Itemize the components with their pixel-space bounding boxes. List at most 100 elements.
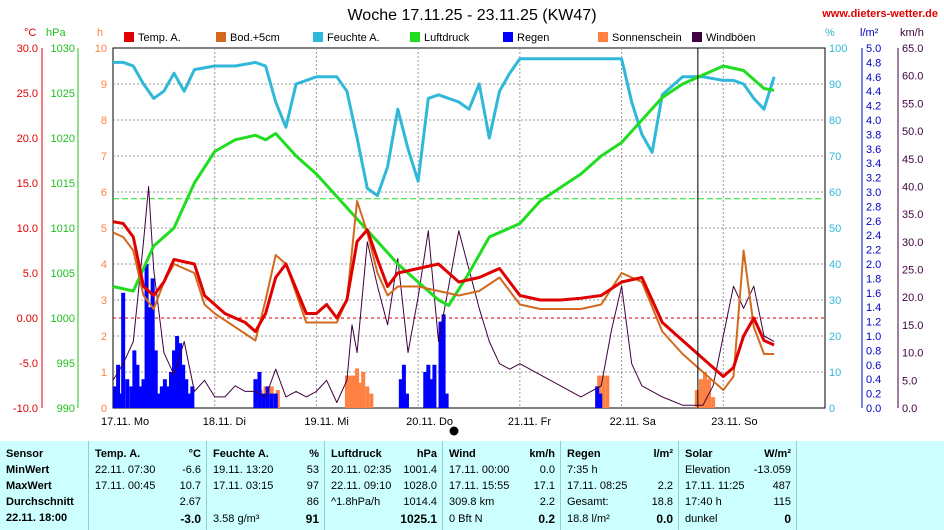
rain-tick: 2.0 [866, 259, 881, 271]
sun-bar [369, 393, 374, 408]
sun-tick: 9 [101, 79, 107, 91]
humidity-tick: 70 [829, 151, 841, 163]
humidity-tick: 90 [829, 79, 841, 91]
rain-bar [595, 386, 600, 408]
pressure-line [112, 64, 775, 307]
legend-swatch [313, 32, 323, 42]
sun-bar [255, 393, 260, 408]
rain-bar [132, 350, 137, 408]
wind-tick: 55.0 [902, 98, 923, 110]
wind-min-time: 17.11. 00:00 [449, 464, 510, 476]
sun-bar [601, 375, 606, 408]
wind-current-value: 0.2 [538, 512, 555, 526]
rain-total-value: 18.8 [651, 496, 673, 508]
rain-tick: 2.8 [866, 201, 881, 213]
pressure-tick: 1005 [51, 268, 75, 280]
sun-bar [355, 368, 360, 408]
rain-tick: 3.8 [866, 129, 881, 141]
rain-bar [156, 393, 161, 408]
temp-tick: -5.0 [19, 358, 38, 370]
press-current-value: 1025.1 [400, 512, 437, 526]
temp-line [112, 220, 775, 378]
legend-label: Bod.+5cm [230, 32, 280, 44]
pressure-tick: 990 [57, 403, 75, 415]
rain-bar [175, 336, 180, 408]
legend-swatch [692, 32, 702, 42]
rain-bar [423, 372, 428, 408]
rain-tick: 1.4 [866, 302, 881, 314]
pressure-tick: 1010 [51, 223, 75, 235]
temp-min-time: 22.11. 07:30 [95, 464, 156, 476]
sun-tick: 5 [101, 223, 107, 235]
solar-state: dunkel [685, 513, 718, 525]
legend-label: Windböen [706, 32, 756, 44]
rain-tick: 0.8 [866, 345, 881, 357]
humidity-tick: 100 [829, 43, 847, 55]
rain-bar [178, 343, 183, 408]
day-label: 17.11. Mo [101, 416, 149, 428]
day-label: 22.11. Sa [610, 416, 657, 428]
temp-current-value: -3.0 [180, 512, 201, 526]
hum-min-value: 53 [306, 464, 319, 476]
temp-max-time: 17.11. 00:45 [95, 480, 156, 492]
wind-header: Wind [449, 448, 476, 460]
rain-bar [598, 393, 603, 408]
rain-tick: 3.2 [866, 173, 881, 185]
rain-total-label: Gesamt: [567, 496, 609, 508]
pressure-tick: 1000 [51, 313, 75, 325]
rain-unit: l/m² [653, 448, 673, 460]
sun-bar [349, 375, 354, 408]
humidity-tick: 0 [829, 403, 835, 415]
legend-swatch [124, 32, 134, 42]
wind-min-value: 0.0 [539, 464, 555, 476]
sun-tick: 4 [101, 259, 107, 271]
ground-temp-line [112, 200, 775, 391]
rain-tick: 4.8 [866, 57, 881, 69]
wind-beaufort: 0 Bft N [449, 513, 483, 525]
humidity-line [113, 57, 776, 198]
rain-bar [113, 386, 118, 408]
pressure-tick: 995 [57, 358, 75, 370]
wind-tick: 50.0 [902, 126, 923, 138]
rain-bar [159, 386, 164, 408]
sun-bar [361, 372, 366, 408]
rain-tick: 5.0 [866, 43, 881, 55]
stats-temp: Temp. A. °C 22.11. 07:30 -6.6 17.11. 00:… [88, 441, 207, 530]
rain-bar [401, 364, 406, 408]
stats-sensor: Sensor MinWert MaxWert Durchschnitt 22.1… [0, 441, 88, 530]
sun-tick: 6 [101, 187, 107, 199]
wind-max-value: 17.1 [533, 480, 555, 492]
sun-bar [694, 390, 699, 408]
rain-tick: 1.2 [866, 317, 881, 329]
rain-bar [404, 393, 409, 408]
rain-tick: 3.6 [866, 144, 881, 156]
stats-pressure: Luftdruck hPa 20.11. 02:35 1001.4 22.11.… [324, 441, 443, 530]
rain-tick: 4.2 [866, 101, 881, 113]
rain-bar [426, 364, 431, 408]
wind-tick: 10.0 [902, 348, 923, 360]
rain-current-value: 0.0 [656, 512, 673, 526]
rain-duration: 7:35 h [567, 464, 598, 476]
humidity-unit-label: % [825, 27, 835, 39]
hum-max-value: 97 [306, 480, 319, 492]
solar-duration: 17:40 h [685, 496, 722, 508]
chart-title: Woche 17.11.25 - 23.11.25 (KW47) [347, 7, 596, 24]
hum-min-time: 19.11. 13:20 [213, 464, 274, 476]
press-min-time: 20.11. 02:35 [331, 464, 392, 476]
hum-header: Feuchte A. [213, 448, 269, 460]
legend-swatch [216, 32, 226, 42]
rain-bar [162, 379, 167, 408]
sun-bar [597, 375, 602, 408]
temp-tick: 30.0 [17, 43, 38, 55]
press-trend: ^1.8hPa/h [331, 496, 381, 508]
sun-tick: 7 [101, 151, 107, 163]
temp-tick: 15.0 [17, 178, 38, 190]
rain-tick: 0.4 [866, 374, 881, 386]
legend-label: Regen [517, 32, 549, 44]
solar-max-time: 17.11. 11:25 [685, 480, 745, 492]
sun-bar [698, 379, 703, 408]
hum-current-value: 91 [305, 512, 319, 526]
humidity-tick: 50 [829, 223, 841, 235]
wind-unit: km/h [529, 448, 555, 460]
rain-bar [432, 364, 437, 408]
